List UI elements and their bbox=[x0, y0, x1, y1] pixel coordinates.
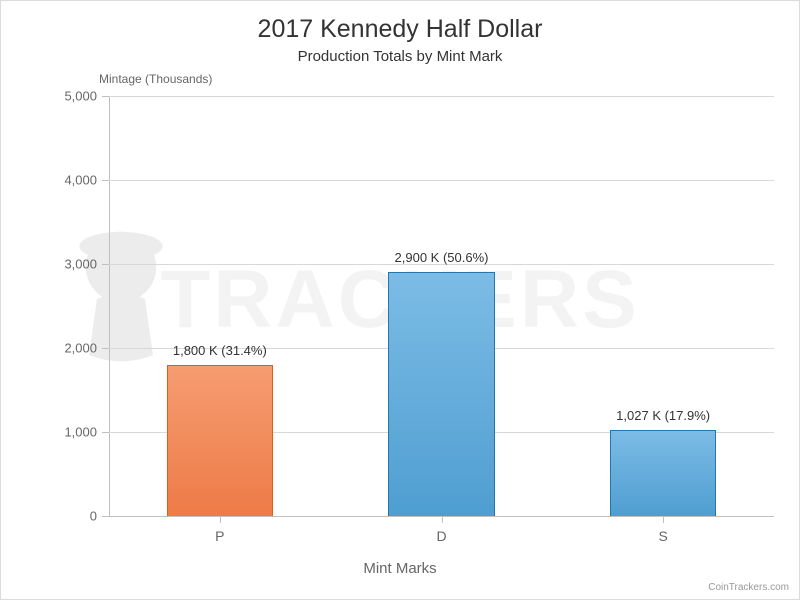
x-tick-label: P bbox=[215, 528, 224, 544]
bar-label: 1,027 K (17.9%) bbox=[616, 408, 710, 423]
y-tick bbox=[102, 96, 109, 97]
x-tick-label: S bbox=[658, 528, 667, 544]
y-tick bbox=[102, 432, 109, 433]
y-axis-title: Mintage (Thousands) bbox=[99, 72, 212, 86]
x-tick bbox=[220, 516, 221, 523]
bar-D[interactable] bbox=[388, 272, 494, 516]
gridline bbox=[109, 96, 774, 97]
y-tick-label: 1,000 bbox=[37, 425, 97, 440]
x-tick bbox=[663, 516, 664, 523]
y-axis-line bbox=[109, 96, 110, 516]
bar-P[interactable] bbox=[167, 365, 273, 516]
credits-text: CoinTrackers.com bbox=[708, 582, 789, 593]
x-tick bbox=[442, 516, 443, 523]
y-tick-label: 3,000 bbox=[37, 257, 97, 272]
bar-label: 1,800 K (31.4%) bbox=[173, 343, 267, 358]
y-tick bbox=[102, 348, 109, 349]
bar-S[interactable] bbox=[610, 430, 716, 516]
chart-subtitle: Production Totals by Mint Mark bbox=[1, 44, 799, 65]
y-tick-label: 4,000 bbox=[37, 173, 97, 188]
y-tick-label: 5,000 bbox=[37, 89, 97, 104]
gridline bbox=[109, 180, 774, 181]
y-tick bbox=[102, 264, 109, 265]
y-tick bbox=[102, 180, 109, 181]
bar-label: 2,900 K (50.6%) bbox=[395, 250, 489, 265]
chart-title: 2017 Kennedy Half Dollar bbox=[1, 1, 799, 44]
y-tick bbox=[102, 516, 109, 517]
y-tick-label: 0 bbox=[37, 509, 97, 524]
x-tick-label: D bbox=[436, 528, 446, 544]
chart-container: TRACKERS 2017 Kennedy Half Dollar Produc… bbox=[0, 0, 800, 600]
plot-area: 01,0002,0003,0004,0005,0001,800 K (31.4%… bbox=[109, 96, 774, 516]
y-tick-label: 2,000 bbox=[37, 341, 97, 356]
x-axis-title: Mint Marks bbox=[1, 560, 799, 577]
